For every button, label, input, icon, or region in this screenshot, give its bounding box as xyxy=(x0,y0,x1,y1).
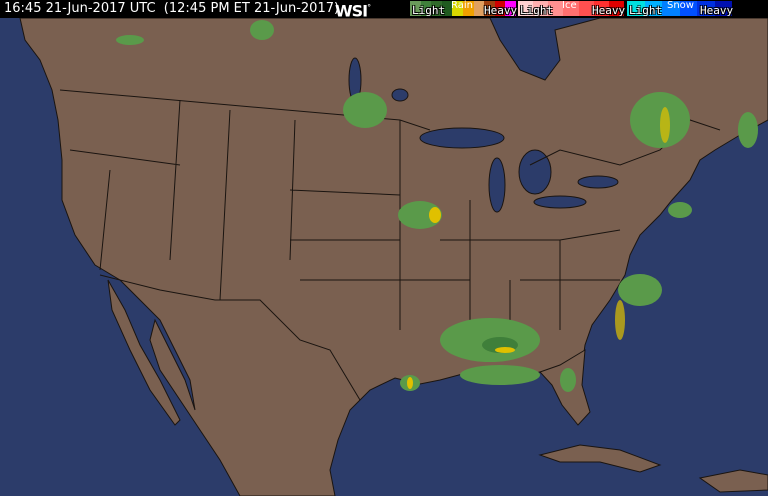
legend-rain-light: Light xyxy=(412,4,446,17)
legend-swatch xyxy=(410,1,421,16)
lake-michigan xyxy=(488,157,506,213)
legend-swatch xyxy=(452,1,463,16)
radar-echo xyxy=(398,201,442,229)
radar-echoes xyxy=(116,20,758,392)
legend-swatch xyxy=(420,1,432,16)
state-lines xyxy=(69,99,621,360)
baja-peninsula xyxy=(107,279,181,426)
legend-swatch xyxy=(697,1,715,16)
timestamp: 16:45 21-Jun-2017 UTC (12:45 PM ET 21-Ju… xyxy=(4,1,340,16)
lake-ontario xyxy=(577,175,619,189)
legend-rain-heavy: Heavy xyxy=(484,4,518,17)
legend-swatch xyxy=(627,1,645,16)
legend-snow: Light Snow Heavy xyxy=(627,0,733,17)
legend-swatch xyxy=(494,1,506,16)
lake-superior xyxy=(419,127,505,149)
radar-echo xyxy=(618,274,662,306)
header-bar: 16:45 21-Jun-2017 UTC (12:45 PM ET 21-Ju… xyxy=(0,0,768,21)
radar-echo xyxy=(660,107,670,143)
legend-swatch xyxy=(548,1,564,16)
cuba xyxy=(538,444,662,473)
legend-swatch xyxy=(608,1,624,16)
legend-swatch xyxy=(431,1,442,16)
lake-erie xyxy=(533,195,587,209)
radar-echo xyxy=(560,368,576,392)
radar-echo xyxy=(343,92,387,128)
hispaniola xyxy=(698,469,768,493)
legend-swatch xyxy=(505,1,516,16)
legend-swatch xyxy=(462,1,474,16)
radar-echo xyxy=(407,377,413,389)
legend-snow-title: Snow xyxy=(667,0,694,11)
radar-echo xyxy=(738,112,758,148)
radar-echo xyxy=(116,35,144,45)
legend-rain: Light Rain Heavy xyxy=(410,0,517,17)
radar-echo xyxy=(615,300,625,340)
radar-echo xyxy=(460,365,540,385)
lakes xyxy=(348,57,619,213)
legend-swatch xyxy=(679,1,697,16)
lake-huron xyxy=(518,149,552,195)
legend-snow-light: Light xyxy=(629,4,663,17)
legend-swatch xyxy=(662,1,680,16)
legend-swatch xyxy=(533,1,549,16)
legend-ice-title: Ice xyxy=(562,0,577,11)
legend-ice-heavy: Heavy xyxy=(592,4,626,17)
legend-snow-heavy: Heavy xyxy=(700,4,734,17)
legend-swatch xyxy=(714,1,732,16)
radar-echo xyxy=(429,207,441,223)
legend-swatch xyxy=(441,1,453,16)
radar-echo xyxy=(250,20,274,40)
legend-ice-light: Light xyxy=(520,4,554,17)
legend-swatch xyxy=(484,1,495,16)
legend-swatch xyxy=(473,1,485,16)
radar-echo xyxy=(668,202,692,218)
wsi-logo: WSI° xyxy=(335,1,371,21)
legend-swatch xyxy=(593,1,609,16)
legend-ice: Light Ice Heavy xyxy=(518,0,625,17)
radar-echo xyxy=(630,92,690,148)
legend-swatch xyxy=(518,1,534,16)
legend-swatch xyxy=(578,1,594,16)
borders xyxy=(59,89,721,401)
us-mexico-border xyxy=(99,274,361,401)
legend-swatch xyxy=(644,1,662,16)
radar-echo xyxy=(495,347,515,353)
legend-swatch xyxy=(563,1,579,16)
legend-rain-title: Rain xyxy=(451,0,473,11)
lake-of-the-woods xyxy=(391,88,409,102)
north-america-land xyxy=(19,17,768,496)
